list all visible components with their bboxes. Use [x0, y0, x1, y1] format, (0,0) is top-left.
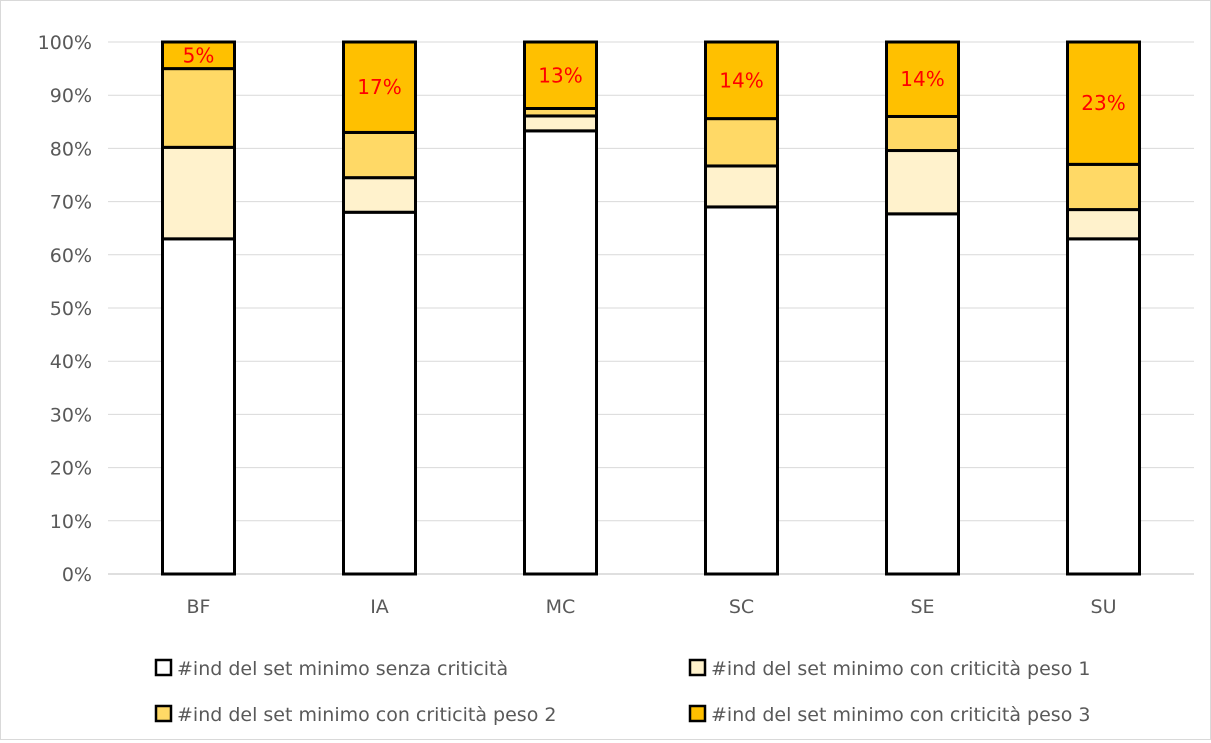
bar-segment — [342, 210, 417, 576]
y-tick-label: 0% — [62, 564, 92, 586]
bar-segment — [704, 205, 779, 576]
bar-segment — [523, 129, 598, 576]
data-label: 17% — [357, 75, 401, 99]
bar-segment — [704, 164, 779, 209]
data-label: 23% — [1081, 91, 1125, 115]
bar-segment — [1066, 237, 1141, 576]
y-tick-label: 10% — [50, 511, 92, 533]
bar-segment — [342, 40, 417, 134]
legend-label: #ind del set minimo con criticità peso 3 — [711, 704, 1090, 726]
bar-segment — [161, 67, 236, 149]
x-tick-label: SC — [729, 596, 754, 618]
y-tick-label: 80% — [50, 138, 92, 160]
y-tick-label: 20% — [50, 458, 92, 480]
bar-segment — [1066, 208, 1141, 241]
x-tick-label: SU — [1091, 596, 1117, 618]
legend-swatch — [688, 658, 707, 677]
x-tick-label: SE — [910, 596, 934, 618]
legend-label: #ind del set minimo senza criticità — [177, 658, 508, 680]
legend-swatch — [154, 704, 173, 723]
legend-label: #ind del set minimo con criticità peso 2 — [177, 704, 556, 726]
y-axis-tick-labels: 0% 10% 20% 30% 40% 50% 60% 70% 80% 90% 100% — [38, 32, 92, 586]
legend-swatch — [688, 704, 707, 723]
legend: #ind del set minimo senza criticità #ind … — [154, 658, 1090, 726]
bar-segment — [523, 114, 598, 133]
bar-segment — [342, 130, 417, 180]
y-tick-label: 40% — [50, 351, 92, 373]
legend-swatch — [154, 658, 173, 677]
y-tick-label: 50% — [50, 298, 92, 320]
y-tick-label: 100% — [38, 32, 92, 54]
bar-segment — [885, 114, 960, 153]
y-tick-label: 70% — [50, 192, 92, 214]
x-tick-label: IA — [370, 596, 389, 618]
legend-label: #ind del set minimo con criticità peso 1 — [711, 658, 1090, 680]
bar-segment — [523, 40, 598, 110]
y-tick-label: 30% — [50, 404, 92, 426]
bar-segment — [161, 40, 236, 71]
bar-segment — [885, 40, 960, 118]
bar-segment — [1066, 162, 1141, 212]
bar-segment — [704, 117, 779, 168]
data-label: 13% — [538, 63, 582, 87]
gridlines — [108, 41, 1194, 575]
bar-segment — [161, 145, 236, 241]
data-label: 5% — [183, 43, 215, 67]
bar-segment — [342, 176, 417, 214]
data-label: 14% — [719, 68, 763, 92]
x-tick-label: MC — [546, 596, 576, 618]
data-labels: 5% 17% 13% 14% 14% 23% — [183, 43, 1126, 115]
bar-segment — [885, 149, 960, 216]
data-label: 14% — [900, 67, 944, 91]
bar-segment — [704, 40, 779, 121]
bar-segment — [161, 237, 236, 576]
y-tick-label: 90% — [50, 85, 92, 107]
y-tick-label: 60% — [50, 245, 92, 267]
x-tick-label: BF — [187, 596, 211, 618]
bar-segment — [885, 212, 960, 576]
bars — [161, 40, 1141, 576]
bar-segment — [1066, 40, 1141, 166]
x-axis-tick-labels: BF IA MC SC SE SU — [187, 596, 1117, 618]
